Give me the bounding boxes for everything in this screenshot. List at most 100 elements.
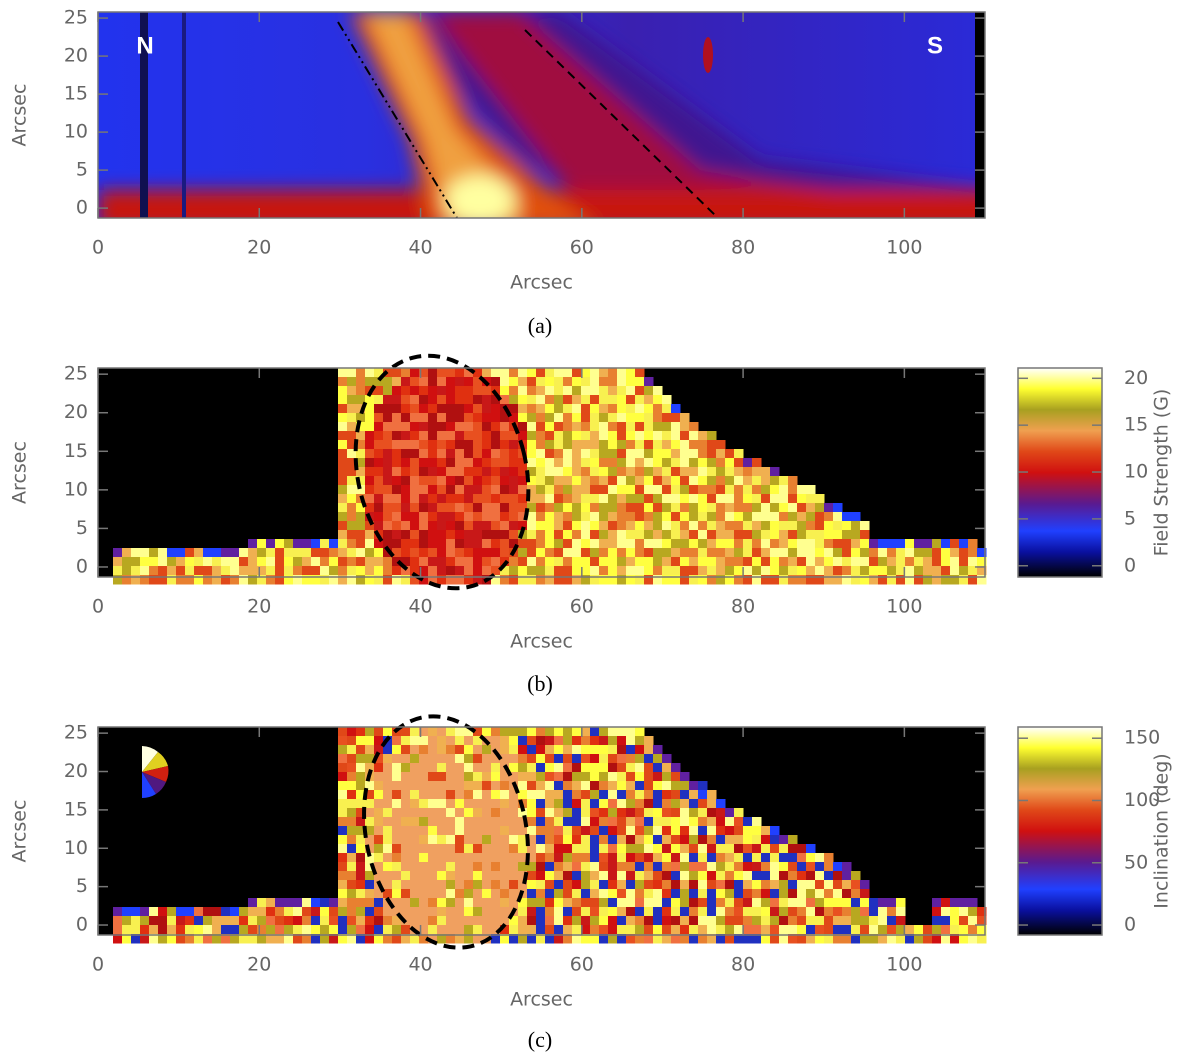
heatmap-cell	[518, 772, 528, 782]
heatmap-cell	[347, 871, 357, 881]
heatmap-cell	[392, 377, 402, 387]
heatmap-cell	[410, 916, 420, 926]
heatmap-cell	[437, 853, 447, 863]
heatmap-cell	[518, 494, 528, 504]
heatmap-cell	[671, 835, 681, 845]
heatmap-cell	[860, 907, 870, 917]
heatmap-cell	[572, 512, 582, 522]
heatmap-cell	[851, 934, 861, 944]
heatmap-cell	[176, 934, 186, 944]
heatmap-cell	[455, 808, 465, 818]
heatmap-cell	[347, 404, 357, 414]
heatmap-cell	[437, 934, 447, 944]
heatmap-cell	[401, 431, 411, 441]
heatmap-cell	[536, 925, 546, 935]
heatmap-cell	[392, 494, 402, 504]
heatmap-cell	[545, 377, 555, 387]
heatmap-cell	[554, 467, 564, 477]
colorbar-tick-label: 20	[1124, 367, 1148, 389]
heatmap-cell	[608, 817, 618, 827]
heatmap-cell	[590, 521, 600, 531]
heatmap-cell	[626, 512, 636, 522]
heatmap-cell	[545, 557, 555, 567]
heatmap-cell	[581, 449, 591, 459]
heatmap-cell	[482, 907, 492, 917]
heatmap-cell	[644, 413, 654, 423]
heatmap-cell	[392, 925, 402, 935]
heatmap-cell	[347, 467, 357, 477]
heatmap-cell	[365, 880, 375, 890]
heatmap-cell	[608, 467, 618, 477]
heatmap-cell	[545, 862, 555, 872]
heatmap-cell	[491, 512, 501, 522]
heatmap-cell	[527, 521, 537, 531]
heatmap-cell	[797, 494, 807, 504]
heatmap-cell	[752, 494, 762, 504]
heatmap-cell	[266, 539, 276, 549]
heatmap-cell	[878, 557, 888, 567]
heatmap-cell	[590, 386, 600, 396]
heatmap-cell	[662, 826, 672, 836]
heatmap-cell	[707, 916, 717, 926]
heatmap-cell	[815, 889, 825, 899]
heatmap-cell	[329, 548, 339, 558]
heatmap-cell	[716, 880, 726, 890]
heatmap-cell	[635, 727, 645, 737]
heatmap-cell	[347, 925, 357, 935]
heatmap-cell	[347, 521, 357, 531]
heatmap-cell	[509, 494, 519, 504]
heatmap-cell	[734, 521, 744, 531]
heatmap-cell	[374, 395, 384, 405]
heatmap-cell	[320, 925, 330, 935]
heatmap-cell	[545, 880, 555, 890]
heatmap-cell	[977, 575, 987, 585]
heatmap-cell	[968, 898, 978, 908]
heatmap-cell	[689, 458, 699, 468]
heatmap-cell	[752, 521, 762, 531]
heatmap-cell	[455, 377, 465, 387]
heatmap-cell	[347, 790, 357, 800]
heatmap-cell	[770, 907, 780, 917]
heatmap-cell	[221, 566, 231, 576]
heatmap-cell	[248, 575, 258, 585]
heatmap-cell	[860, 548, 870, 558]
heatmap-cell	[626, 781, 636, 791]
heatmap-cell	[293, 548, 303, 558]
heatmap-cell	[446, 566, 456, 576]
heatmap-cell	[437, 539, 447, 549]
heatmap-cell	[581, 754, 591, 764]
heatmap-cell	[923, 566, 933, 576]
heatmap-cell	[590, 862, 600, 872]
heatmap-cell	[374, 377, 384, 387]
heatmap-cell	[320, 907, 330, 917]
heatmap-cell	[509, 916, 519, 926]
heatmap-cell	[374, 476, 384, 486]
heatmap-cell	[500, 925, 510, 935]
heatmap-cell	[977, 925, 987, 935]
heatmap-cell	[509, 808, 519, 818]
heatmap-cell	[635, 548, 645, 558]
heatmap-cell	[761, 530, 771, 540]
heatmap-cell	[383, 566, 393, 576]
heatmap-cell	[842, 548, 852, 558]
heatmap-cell	[482, 431, 492, 441]
heatmap-cell	[509, 772, 519, 782]
heatmap-cell	[590, 925, 600, 935]
heatmap-cell	[464, 907, 474, 917]
heatmap-cell	[113, 557, 123, 567]
heatmap-cell	[923, 548, 933, 558]
heatmap-cell	[140, 575, 150, 585]
heatmap-cell	[725, 889, 735, 899]
heatmap-cell	[356, 512, 366, 522]
heatmap-cell	[815, 503, 825, 513]
heatmap-cell	[365, 754, 375, 764]
heatmap-cell	[464, 808, 474, 818]
heatmap-cell	[707, 934, 717, 944]
heatmap-cell	[680, 476, 690, 486]
heatmap-cell	[581, 575, 591, 585]
heatmap-cell	[707, 853, 717, 863]
y-tick-label: 5	[76, 875, 88, 897]
heatmap-cell	[536, 431, 546, 441]
heatmap-cell	[635, 754, 645, 764]
heatmap-cell	[473, 377, 483, 387]
